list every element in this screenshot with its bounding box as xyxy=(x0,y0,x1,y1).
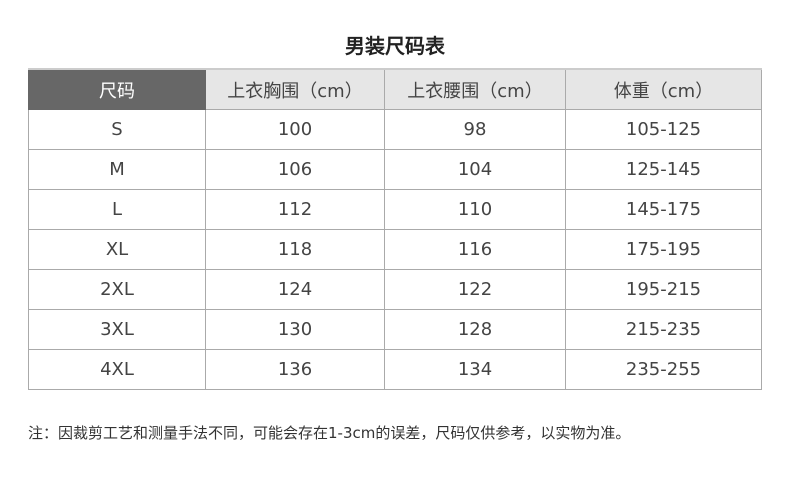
cell-weight: 235-255 xyxy=(565,349,762,390)
cell-waist: 98 xyxy=(384,109,566,150)
table-row: 4XL 136 134 235-255 xyxy=(28,349,762,390)
page-title: 男装尺码表 xyxy=(345,34,445,58)
table-row: M 106 104 125-145 xyxy=(28,149,762,190)
cell-weight: 195-215 xyxy=(565,269,762,310)
cell-waist: 110 xyxy=(384,189,566,230)
header-chest: 上衣胸围（cm） xyxy=(205,68,385,110)
cell-chest: 112 xyxy=(205,189,385,230)
cell-weight: 175-195 xyxy=(565,229,762,270)
cell-waist: 104 xyxy=(384,149,566,190)
cell-weight: 215-235 xyxy=(565,309,762,350)
cell-chest: 124 xyxy=(205,269,385,310)
cell-size: XL xyxy=(28,229,206,270)
header-size: 尺码 xyxy=(28,68,206,110)
cell-size: 4XL xyxy=(28,349,206,390)
header-waist: 上衣腰围（cm） xyxy=(384,68,566,110)
table-row: XL 118 116 175-195 xyxy=(28,229,762,270)
cell-waist: 128 xyxy=(384,309,566,350)
size-chart-table: 尺码 上衣胸围（cm） 上衣腰围（cm） 体重（cm） S 100 98 105-12… xyxy=(28,68,762,390)
cell-weight: 145-175 xyxy=(565,189,762,230)
cell-chest: 100 xyxy=(205,109,385,150)
cell-waist: 134 xyxy=(384,349,566,390)
table-row: S 100 98 105-125 xyxy=(28,109,762,150)
cell-weight: 125-145 xyxy=(565,149,762,190)
disclaimer-note: 注：因裁剪工艺和测量手法不同，可能会存在1-3cm的误差，尺码仅供参考，以实物为… xyxy=(28,424,631,442)
cell-chest: 106 xyxy=(205,149,385,190)
cell-chest: 130 xyxy=(205,309,385,350)
cell-size: L xyxy=(28,189,206,230)
cell-weight: 105-125 xyxy=(565,109,762,150)
cell-chest: 136 xyxy=(205,349,385,390)
table-row: 3XL 130 128 215-235 xyxy=(28,309,762,350)
table-header-row: 尺码 上衣胸围（cm） 上衣腰围（cm） 体重（cm） xyxy=(28,68,762,110)
cell-size: S xyxy=(28,109,206,150)
cell-size: 2XL xyxy=(28,269,206,310)
table-row: L 112 110 145-175 xyxy=(28,189,762,230)
cell-waist: 122 xyxy=(384,269,566,310)
table-row: 2XL 124 122 195-215 xyxy=(28,269,762,310)
cell-size: M xyxy=(28,149,206,190)
cell-chest: 118 xyxy=(205,229,385,270)
header-weight: 体重（cm） xyxy=(565,68,762,110)
cell-size: 3XL xyxy=(28,309,206,350)
cell-waist: 116 xyxy=(384,229,566,270)
